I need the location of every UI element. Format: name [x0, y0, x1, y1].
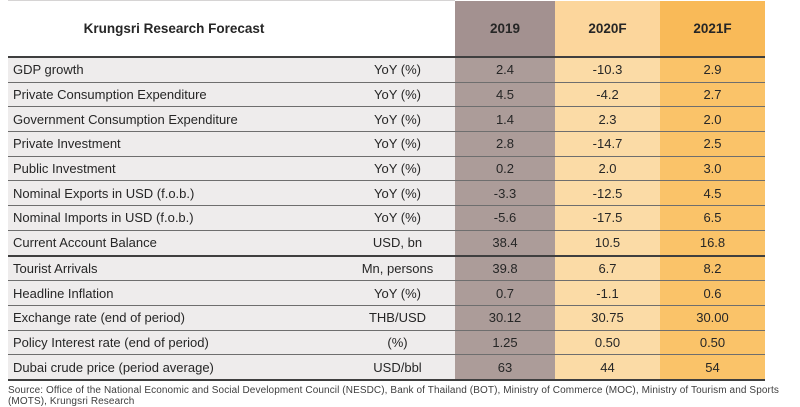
row-unit: YoY (%) — [340, 106, 455, 133]
table-row: Policy Interest rate (end of period) (%) 1… — [8, 330, 765, 356]
table-row: Public Investment YoY (%) 0.2 2.0 3.0 — [8, 156, 765, 182]
value-cell-2019: 0.2 — [455, 156, 555, 182]
row-label: Dubai crude price (period average) — [8, 354, 340, 381]
value-cell-2019: -3.3 — [455, 180, 555, 207]
value-cell-2019: 2.8 — [455, 131, 555, 157]
value-cell-2020f: -17.5 — [555, 205, 660, 231]
value-cell-2021f: 0.6 — [660, 280, 765, 306]
row-unit: YoY (%) — [340, 205, 455, 231]
table-row: Private Consumption Expenditure YoY (%) 4.… — [8, 82, 765, 108]
row-label: Nominal Exports in USD (f.o.b.) — [8, 180, 340, 207]
value-cell-2021f: 4.5 — [660, 180, 765, 207]
row-unit: THB/USD — [340, 305, 455, 331]
header-row: Krungsri Research Forecast 2019 2020F 20… — [8, 0, 765, 58]
row-unit: YoY (%) — [340, 131, 455, 157]
value-cell-2019: 2.4 — [455, 57, 555, 83]
table-header: Krungsri Research Forecast 2019 2020F 20… — [8, 0, 765, 58]
row-label: Headline Inflation — [8, 280, 340, 306]
value-cell-2021f: 2.9 — [660, 57, 765, 83]
value-cell-2019: 63 — [455, 354, 555, 381]
source-note: Source: Office of the National Economic … — [8, 384, 779, 407]
row-label: Nominal Imports in USD (f.o.b.) — [8, 205, 340, 231]
value-cell-2019: 30.12 — [455, 305, 555, 331]
value-cell-2021f: 2.7 — [660, 82, 765, 108]
row-label: Policy Interest rate (end of period) — [8, 330, 340, 356]
row-label: Exchange rate (end of period) — [8, 305, 340, 331]
table-row: Nominal Exports in USD (f.o.b.) YoY (%) -3… — [8, 180, 765, 207]
row-label: Government Consumption Expenditure — [8, 106, 340, 133]
value-cell-2020f: 2.3 — [555, 106, 660, 133]
unit-column-header — [340, 0, 455, 58]
value-cell-2020f: -4.2 — [555, 82, 660, 108]
table-row: Dubai crude price (period average) USD/bb… — [8, 354, 765, 381]
row-unit: YoY (%) — [340, 280, 455, 306]
value-cell-2021f: 6.5 — [660, 205, 765, 231]
value-cell-2019: 38.4 — [455, 230, 555, 257]
table-row: Tourist Arrivals Mn, persons 39.8 6.7 8.2 — [8, 255, 765, 282]
value-cell-2021f: 8.2 — [660, 255, 765, 282]
value-cell-2021f: 0.50 — [660, 330, 765, 356]
row-unit: YoY (%) — [340, 57, 455, 83]
table-row: Government Consumption Expenditure YoY (%… — [8, 106, 765, 133]
row-unit: YoY (%) — [340, 82, 455, 108]
value-cell-2020f: 6.7 — [555, 255, 660, 282]
row-label: Current Account Balance — [8, 230, 340, 257]
table-row: Private Investment YoY (%) 2.8 -14.7 2.5 — [8, 131, 765, 157]
column-header-2021f: 2021F — [660, 0, 765, 58]
value-cell-2021f: 30.00 — [660, 305, 765, 331]
table-row: GDP growth YoY (%) 2.4 -10.3 2.9 — [8, 57, 765, 83]
value-cell-2019: 0.7 — [455, 280, 555, 306]
value-cell-2020f: -10.3 — [555, 57, 660, 83]
row-label: GDP growth — [8, 57, 340, 83]
value-cell-2020f: 44 — [555, 354, 660, 381]
row-unit: YoY (%) — [340, 180, 455, 207]
value-cell-2019: 4.5 — [455, 82, 555, 108]
value-cell-2020f: -12.5 — [555, 180, 660, 207]
row-label: Private Investment — [8, 131, 340, 157]
table-body: GDP growth YoY (%) 2.4 -10.3 2.9 Private Cons… — [8, 57, 765, 381]
value-cell-2021f: 16.8 — [660, 230, 765, 257]
column-header-2019: 2019 — [455, 0, 555, 58]
value-cell-2021f: 54 — [660, 354, 765, 381]
value-cell-2020f: -14.7 — [555, 131, 660, 157]
table-row: Nominal Imports in USD (f.o.b.) YoY (%) -5… — [8, 205, 765, 231]
value-cell-2020f: 30.75 — [555, 305, 660, 331]
value-cell-2020f: 2.0 — [555, 156, 660, 182]
table-row: Headline Inflation YoY (%) 0.7 -1.1 0.6 — [8, 280, 765, 306]
row-label: Tourist Arrivals — [8, 255, 340, 282]
table-row: Exchange rate (end of period) THB/USD 30.1… — [8, 305, 765, 331]
value-cell-2021f: 2.5 — [660, 131, 765, 157]
value-cell-2019: 1.25 — [455, 330, 555, 356]
value-cell-2021f: 3.0 — [660, 156, 765, 182]
value-cell-2019: 1.4 — [455, 106, 555, 133]
value-cell-2019: 39.8 — [455, 255, 555, 282]
column-header-2020f: 2020F — [555, 0, 660, 58]
value-cell-2019: -5.6 — [455, 205, 555, 231]
row-label: Private Consumption Expenditure — [8, 82, 340, 108]
row-unit: YoY (%) — [340, 156, 455, 182]
row-label: Public Investment — [8, 156, 340, 182]
row-unit: (%) — [340, 330, 455, 356]
row-unit: Mn, persons — [340, 255, 455, 282]
row-unit: USD/bbl — [340, 354, 455, 381]
forecast-table: Krungsri Research Forecast 2019 2020F 20… — [8, 0, 765, 381]
value-cell-2020f: 0.50 — [555, 330, 660, 356]
value-cell-2020f: 10.5 — [555, 230, 660, 257]
row-unit: USD, bn — [340, 230, 455, 257]
value-cell-2021f: 2.0 — [660, 106, 765, 133]
value-cell-2020f: -1.1 — [555, 280, 660, 306]
table-row: Current Account Balance USD, bn 38.4 10.5 16… — [8, 230, 765, 257]
table-title: Krungsri Research Forecast — [8, 0, 340, 58]
